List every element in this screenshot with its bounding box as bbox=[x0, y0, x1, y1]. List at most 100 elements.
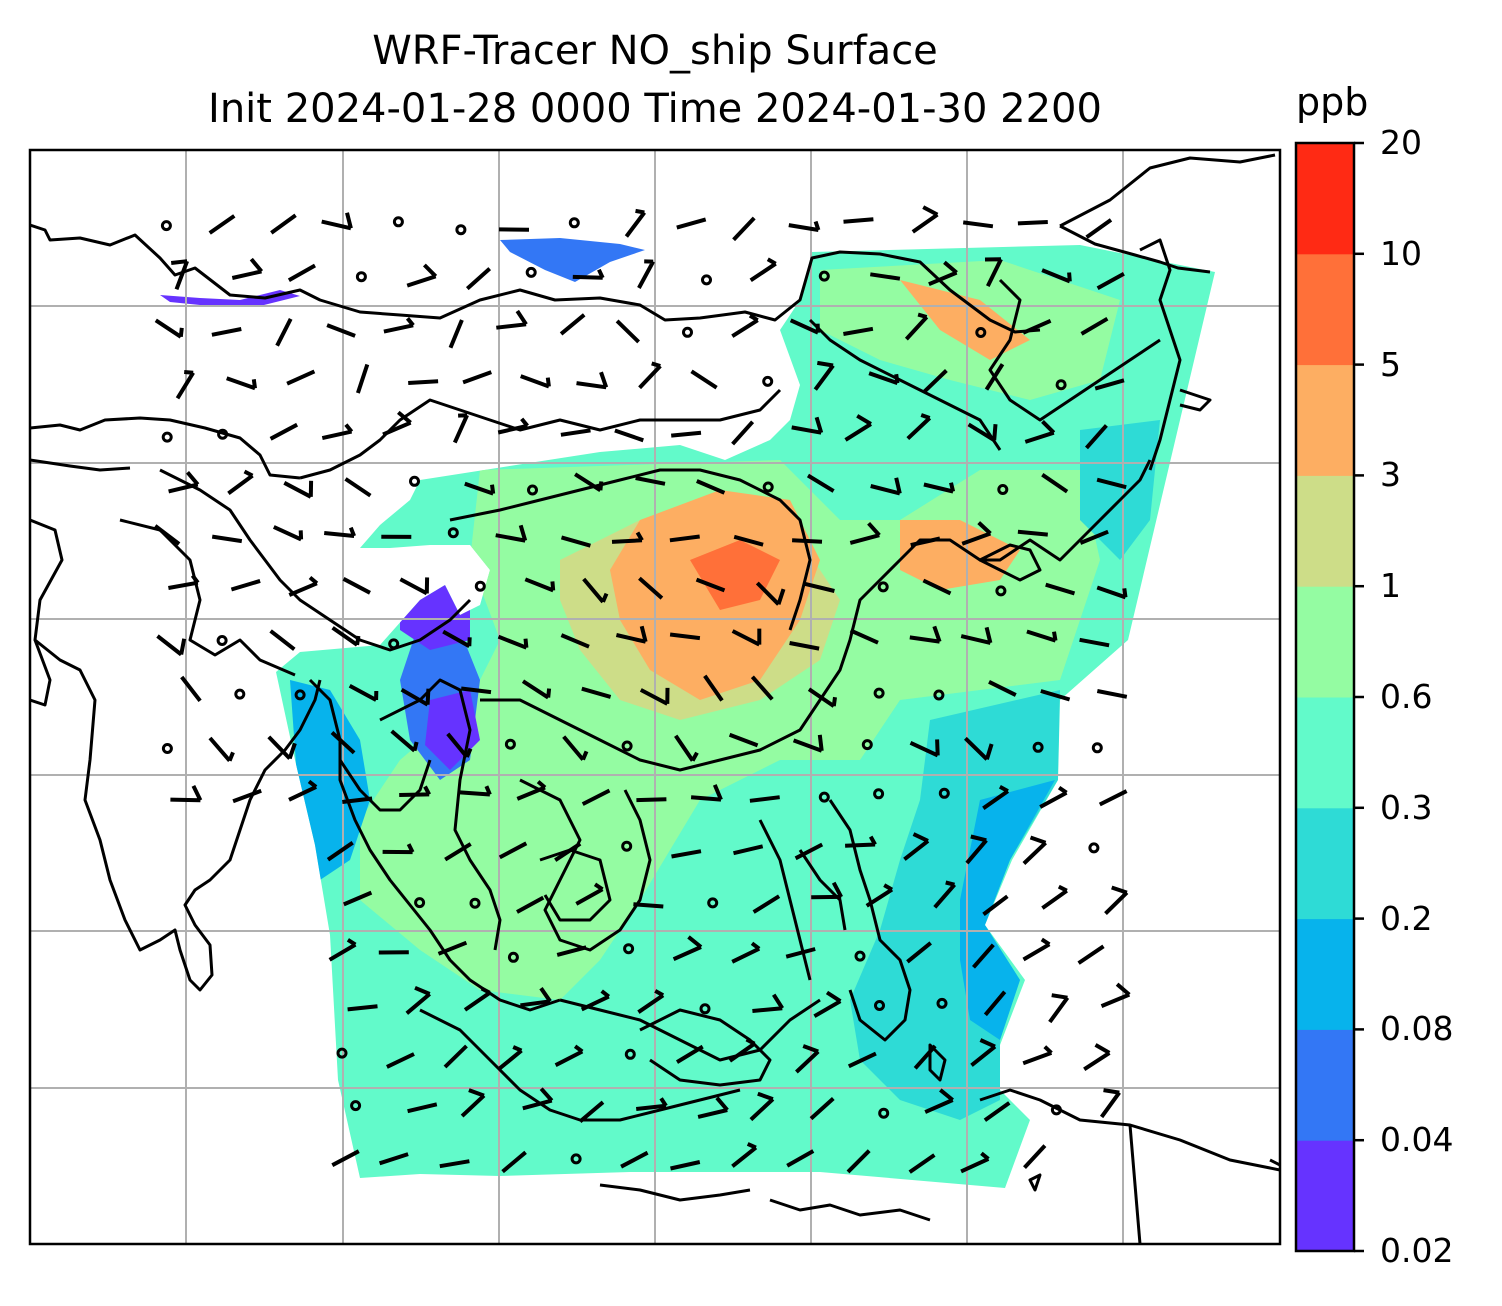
wind-barb bbox=[286, 369, 316, 386]
wind-barb bbox=[446, 732, 473, 759]
calm-wind-circle bbox=[682, 326, 693, 338]
wind-barb bbox=[516, 780, 547, 801]
wind-barb bbox=[1022, 937, 1051, 962]
wind-barb bbox=[232, 788, 262, 804]
wind-barb bbox=[269, 629, 296, 651]
wind-barb bbox=[620, 1150, 649, 1169]
wind-barb bbox=[437, 940, 468, 956]
wind-barb bbox=[442, 629, 472, 648]
chart-title-line1: WRF-Tracer NO_ship Surface bbox=[372, 28, 938, 74]
wind-barb bbox=[906, 941, 932, 964]
wind-barb bbox=[1048, 993, 1070, 1024]
wind-barb bbox=[749, 257, 777, 282]
calm-wind-circle bbox=[995, 585, 1007, 597]
wind-barb bbox=[970, 1038, 997, 1067]
field-band-5 bbox=[900, 520, 1020, 590]
wind-barb bbox=[785, 947, 816, 959]
wind-barb bbox=[971, 943, 995, 969]
calm-wind-circle bbox=[936, 997, 948, 1009]
wind-barb bbox=[154, 318, 184, 339]
calm-wind-circle bbox=[525, 266, 537, 278]
wind-barb bbox=[788, 220, 821, 232]
wind-barb bbox=[1079, 529, 1109, 545]
calm-wind-circle bbox=[975, 327, 987, 338]
wind-barb bbox=[326, 323, 356, 338]
wind-barb bbox=[789, 641, 820, 651]
calm-wind-circle bbox=[997, 484, 1009, 495]
wind-barb bbox=[849, 521, 881, 545]
wind-barb bbox=[1023, 1144, 1047, 1169]
calm-wind-circle bbox=[161, 743, 173, 754]
wind-barb bbox=[903, 832, 930, 861]
wind-barb bbox=[1085, 218, 1113, 239]
wind-barb bbox=[452, 413, 469, 444]
wind-barb bbox=[465, 267, 492, 291]
wind-barb bbox=[695, 577, 726, 593]
wind-barb bbox=[460, 686, 492, 695]
wind-barb bbox=[347, 1004, 378, 1012]
calm-wind-circle bbox=[217, 428, 229, 440]
wind-barb bbox=[168, 574, 200, 590]
wind-barb bbox=[733, 844, 764, 856]
wind-barb bbox=[669, 632, 701, 641]
wind-barb bbox=[806, 473, 835, 493]
calm-wind-circle bbox=[350, 1100, 362, 1112]
colorbar-segment bbox=[1296, 697, 1354, 809]
wind-barb bbox=[270, 213, 297, 235]
wind-barb bbox=[982, 785, 1010, 810]
wind-barb bbox=[792, 734, 824, 753]
wind-barb bbox=[813, 360, 835, 391]
wind-barb bbox=[331, 626, 361, 647]
wind-barb bbox=[870, 272, 901, 281]
wind-barb bbox=[1096, 477, 1127, 490]
wind-barb bbox=[638, 576, 664, 600]
wind-barb bbox=[813, 990, 842, 1018]
wind-barb bbox=[1017, 529, 1048, 537]
wind-barb bbox=[923, 369, 948, 393]
wind-barb bbox=[849, 628, 879, 645]
wind-barb bbox=[168, 471, 200, 494]
wind-barb bbox=[211, 327, 242, 337]
wind-barb bbox=[911, 205, 939, 234]
wind-barb bbox=[1080, 316, 1109, 336]
calm-wind-circle bbox=[447, 527, 459, 539]
wind-barb bbox=[960, 1151, 990, 1174]
calm-wind-circle bbox=[409, 475, 420, 487]
wind-barb bbox=[520, 374, 551, 389]
field-strip-north bbox=[500, 238, 645, 282]
wind-barb bbox=[731, 941, 761, 964]
wind-barb bbox=[639, 687, 670, 706]
wind-barb bbox=[910, 536, 941, 548]
wind-barb bbox=[811, 881, 843, 900]
wind-barb bbox=[328, 938, 357, 962]
wind-barb bbox=[272, 525, 304, 542]
wind-barb bbox=[697, 1096, 729, 1119]
wind-barb bbox=[443, 1044, 468, 1069]
wind-barb bbox=[330, 731, 356, 755]
colorbar-segment bbox=[1296, 475, 1354, 587]
wind-barb bbox=[496, 309, 528, 330]
calm-wind-circle bbox=[818, 270, 830, 282]
calm-wind-circle bbox=[527, 484, 538, 496]
wind-barb bbox=[847, 1051, 877, 1069]
wind-barb bbox=[1104, 885, 1129, 916]
colorbar-tick-label: 10 bbox=[1380, 233, 1422, 273]
wind-barb bbox=[633, 902, 664, 909]
wind-barb bbox=[581, 686, 612, 699]
wind-barb bbox=[153, 524, 181, 546]
wind-barb bbox=[399, 577, 430, 596]
wind-barb bbox=[439, 1159, 470, 1169]
wind-barb bbox=[275, 317, 293, 347]
wind-barb bbox=[690, 369, 718, 390]
wind-barb bbox=[575, 882, 604, 906]
wind-barb bbox=[922, 578, 952, 596]
colorbar-tick-label: 0.02 bbox=[1380, 1231, 1454, 1270]
wind-barb bbox=[1022, 1045, 1053, 1066]
wind-barb bbox=[497, 417, 529, 435]
wind-barb bbox=[671, 430, 702, 438]
calm-wind-circle bbox=[854, 950, 866, 962]
wind-barb bbox=[964, 736, 994, 761]
wind-barb bbox=[614, 428, 644, 443]
wind-barb bbox=[324, 526, 356, 538]
